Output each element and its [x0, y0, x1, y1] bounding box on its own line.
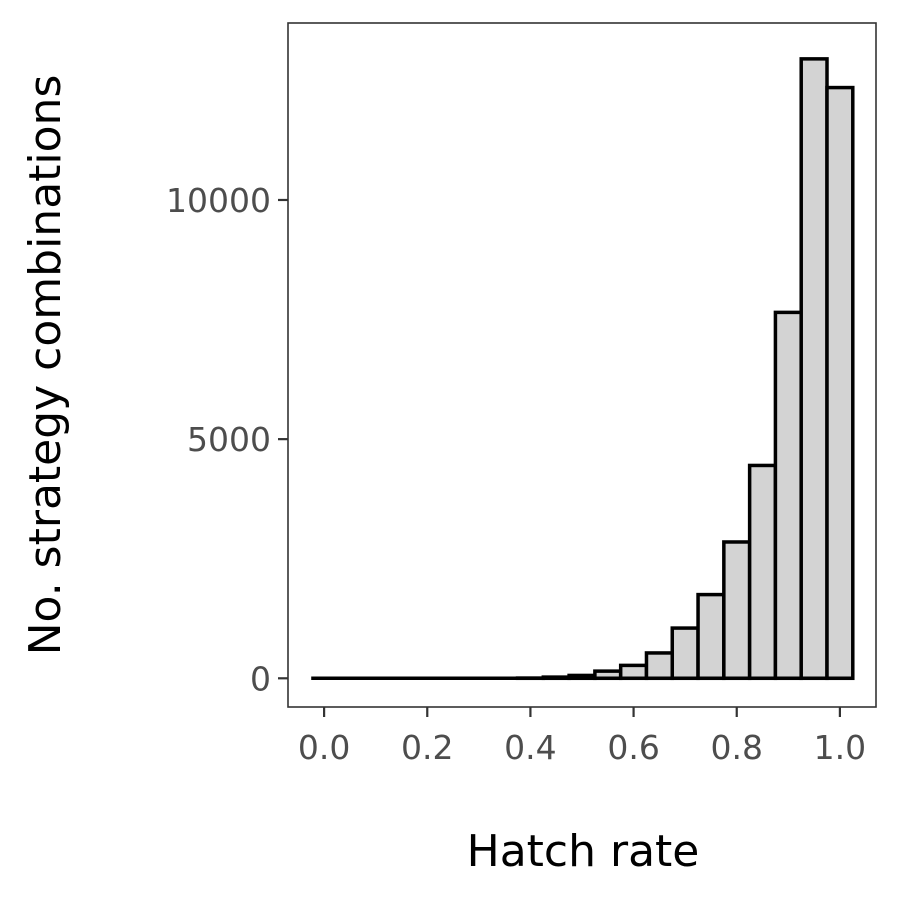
x-tick-label: 0.8	[710, 728, 762, 767]
y-axis: 0 5000 10000	[166, 181, 288, 698]
histogram-bar	[825, 85, 855, 681]
plot-panel-border	[287, 22, 877, 708]
x-tick-label: 0.2	[401, 728, 453, 767]
y-axis-title: No. strategy combinations	[20, 75, 71, 656]
histogram-bars	[515, 57, 855, 681]
histogram-bar	[644, 651, 675, 681]
histogram-bar	[722, 540, 752, 681]
x-tick-label: 0.0	[298, 728, 350, 767]
y-tick-label: 10000	[166, 181, 271, 220]
y-tick-label: 5000	[187, 420, 271, 459]
x-axis-title: Hatch rate	[467, 826, 700, 877]
histogram-bar	[618, 663, 649, 681]
histogram-bar	[773, 310, 803, 681]
x-tick-label: 1.0	[814, 728, 866, 767]
y-tick-label: 0	[250, 659, 271, 698]
histogram-bar	[747, 463, 778, 681]
x-axis: 0.0 0.2 0.4 0.6 0.8 1.0	[298, 707, 866, 767]
histogram-bar	[696, 592, 726, 681]
histogram-bar	[670, 626, 700, 681]
histogram-bar	[799, 57, 829, 681]
x-tick-label: 0.6	[607, 728, 659, 767]
x-tick-label: 0.4	[504, 728, 556, 767]
